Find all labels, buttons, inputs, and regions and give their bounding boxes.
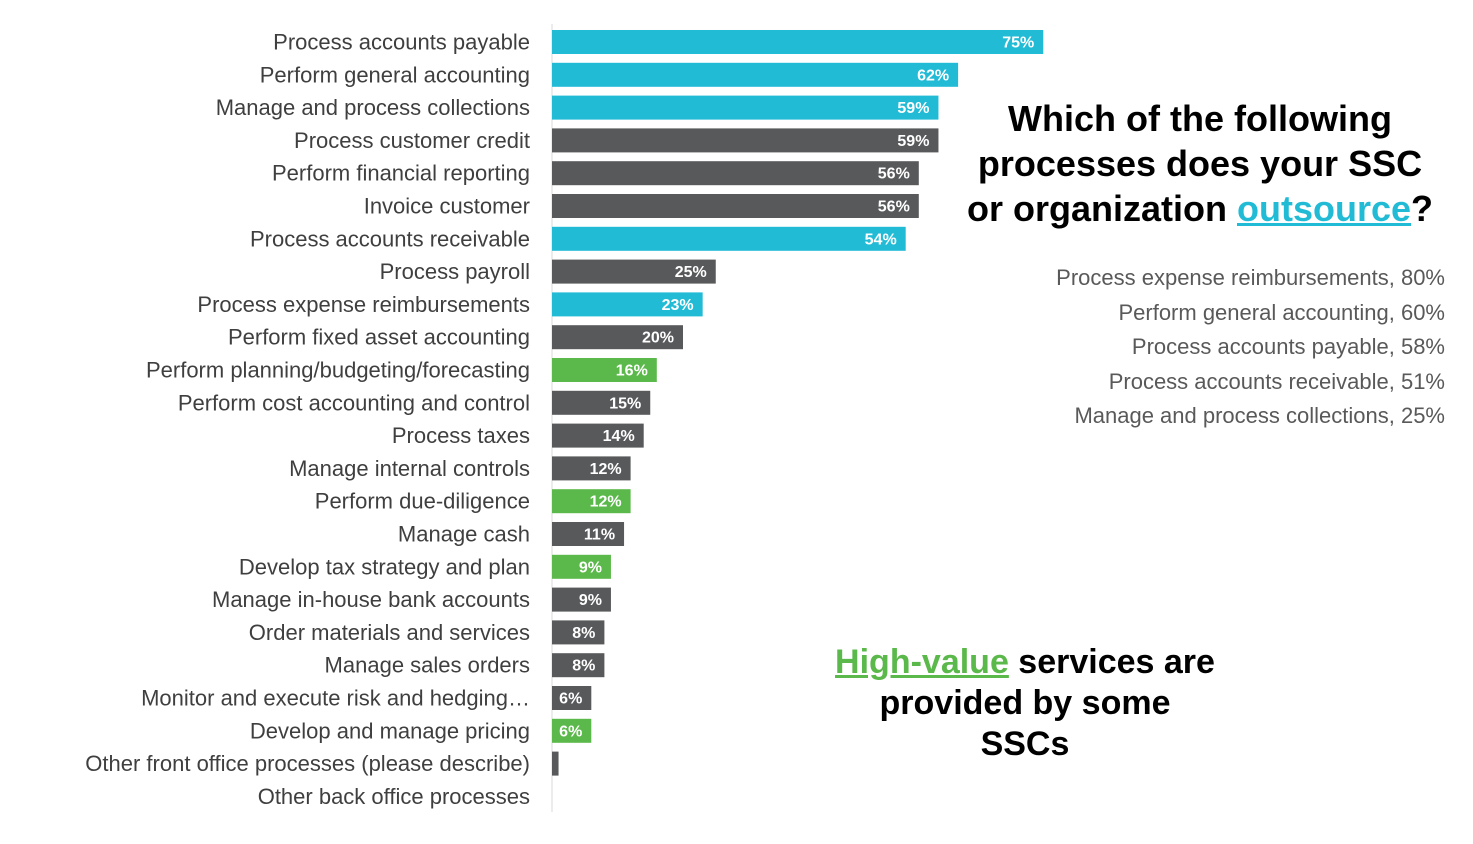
bar-value-label: 14% <box>603 428 635 445</box>
bar <box>552 325 683 350</box>
bar <box>552 30 1044 54</box>
category-label: Manage cash <box>398 522 530 547</box>
bar-value-label: 62% <box>917 67 949 84</box>
note-line-1-suffix: services are <box>1008 643 1215 681</box>
bar <box>552 95 939 120</box>
category-label: Process expense reimbursements <box>197 292 530 317</box>
category-label: Process customer credit <box>294 128 530 153</box>
bar-value-label: 8% <box>572 625 595 642</box>
category-label: Perform cost accounting and control <box>178 390 530 415</box>
bar-value-label: 8% <box>572 658 595 675</box>
bar-value-label: 56% <box>878 166 910 183</box>
bar <box>552 292 703 317</box>
note-line-1: High-value services are <box>790 642 1260 683</box>
bar-value-label: 54% <box>865 231 897 248</box>
bar <box>552 259 716 284</box>
category-label: Perform planning/budgeting/forecasting <box>146 358 530 383</box>
bar-value-label: 11% <box>584 527 615 544</box>
outsource-highlight: outsource <box>1236 188 1412 229</box>
list-item: Process expense reimbursements, 80% <box>1056 265 1445 290</box>
bar-value-label: 20% <box>642 330 674 347</box>
title-line-3-suffix: ? <box>1411 188 1434 229</box>
bar <box>552 194 919 218</box>
category-label: Perform general accounting <box>260 62 530 87</box>
category-label: Develop tax strategy and plan <box>239 554 530 579</box>
bar <box>552 587 611 612</box>
category-label: Invoice customer <box>364 194 530 219</box>
bar-value-label: 9% <box>579 559 602 576</box>
bar <box>552 226 906 251</box>
list-item: Perform general accounting, 60% <box>1118 299 1445 325</box>
bar <box>552 358 657 382</box>
bar-value-label: 23% <box>662 297 694 314</box>
category-labels: Process accounts payable Perform general … <box>85 30 530 809</box>
category-label: Manage in-house bank accounts <box>212 587 530 612</box>
bar <box>552 554 611 579</box>
high-value-note: High-value services are provided by some… <box>790 642 1260 765</box>
list-item: Process accounts payable, 58% <box>1131 334 1445 359</box>
bar-value-label: 12% <box>590 494 622 511</box>
bar-value-label: 56% <box>878 199 910 216</box>
note-line-2: provided by some <box>879 684 1171 722</box>
bar-value-label: 59% <box>897 100 929 117</box>
category-label: Perform fixed asset accounting <box>228 325 530 350</box>
list-item: Process accounts receivable, 51% <box>1108 368 1445 394</box>
bar-value-label: 12% <box>590 461 622 478</box>
note-line-3: SSCs <box>980 725 1070 763</box>
bar <box>552 128 939 153</box>
bar <box>552 62 959 87</box>
title-line-1: Which of the following <box>1008 98 1392 139</box>
title-line-3: or organization outsource? <box>940 186 1460 231</box>
bar-value-label: 9% <box>579 592 602 609</box>
category-label: Manage sales orders <box>325 653 530 678</box>
bar <box>552 718 592 743</box>
category-label: Perform financial reporting <box>272 161 530 186</box>
bars <box>552 30 1044 776</box>
category-label: Perform due-diligence <box>315 489 530 514</box>
category-label: Process accounts payable <box>273 30 530 55</box>
value-labels: 75% 62% 59% 59% 56% 56% 54% 25% 23% 20% 16% 15% 14% 1… <box>559 35 1034 741</box>
bar-value-label: 16% <box>616 363 648 380</box>
bar <box>552 489 631 514</box>
category-label: Manage and process collections <box>216 95 530 120</box>
bar <box>552 161 919 186</box>
bar <box>552 620 605 645</box>
category-label: Monitor and execute risk and hedging… <box>141 686 530 711</box>
category-label: Order materials and services <box>249 620 530 645</box>
bar <box>552 751 559 776</box>
bar-value-label: 25% <box>675 264 707 281</box>
category-label: Process taxes <box>392 423 530 448</box>
category-label: Develop and manage pricing <box>250 718 530 743</box>
bar <box>552 653 605 678</box>
category-label: Process payroll <box>380 259 530 284</box>
bar-value-label: 15% <box>609 395 641 412</box>
title-line-3-prefix: or organization <box>966 188 1237 229</box>
category-label: Manage internal controls <box>289 456 530 481</box>
title-line-2: processes does your SSC <box>977 143 1423 184</box>
bar-value-label: 59% <box>897 133 929 150</box>
category-label: Other front office processes (please des… <box>85 751 530 776</box>
outsource-percent-list: Process expense reimbursements, 80% Perf… <box>1056 261 1445 434</box>
bar <box>552 390 651 415</box>
chart-question-title: Which of the following processes does yo… <box>940 96 1460 231</box>
bar <box>552 423 644 448</box>
category-label: Process accounts receivable <box>250 226 530 251</box>
list-item: Manage and process collections, 25% <box>1074 403 1445 428</box>
bar <box>552 456 631 481</box>
bar-value-label: 6% <box>559 723 582 740</box>
bar-value-label: 75% <box>1002 35 1034 52</box>
category-label: Other back office processes <box>258 784 530 809</box>
bar <box>552 686 592 710</box>
high-value-highlight: High-value <box>835 643 1009 681</box>
bar <box>552 522 625 546</box>
bar-value-label: 6% <box>559 691 582 708</box>
